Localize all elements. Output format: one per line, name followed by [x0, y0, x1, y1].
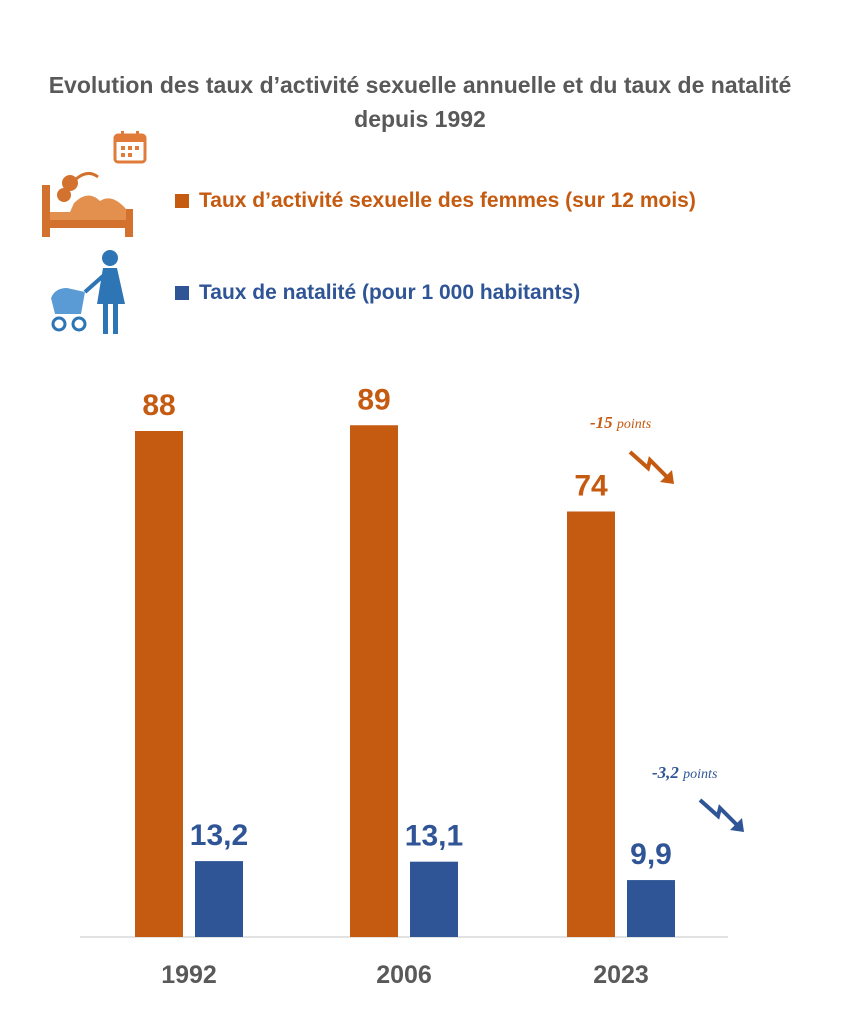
bar-sexual-activity-1992: [135, 431, 183, 937]
data-label-sexual-activity-2006: 89: [357, 383, 390, 416]
annotation-value: -15: [590, 413, 617, 432]
annotation-suffix: points: [616, 417, 652, 432]
data-label-birth-rate-2023: 9,9: [630, 838, 672, 871]
down-trend-icon: [628, 450, 670, 480]
annotation-change-birth-rate: -3,2 points: [652, 763, 718, 782]
bar-birth-rate-1992: [195, 861, 243, 937]
legend-label-sexual-activity: Taux d’activité sexuelle des femmes (sur…: [199, 189, 696, 212]
x-tick-label-1992: 1992: [161, 961, 217, 989]
chart-title: Evolution des taux d’activité sexuelle a…: [48, 72, 792, 132]
annotation-value: -3,2: [652, 763, 683, 782]
x-tick-label-2023: 2023: [593, 961, 649, 989]
bed-couple-icon: [42, 172, 133, 237]
data-label-sexual-activity-2023: 74: [574, 470, 608, 503]
x-tick-label-2006: 2006: [376, 961, 432, 989]
bar-birth-rate-2023: [627, 880, 675, 937]
legend-item-birth-rate: Taux de natalité (pour 1 000 habitants): [175, 281, 580, 305]
bar-sexual-activity-2023: [567, 511, 615, 937]
mother-stroller-icon: [51, 250, 125, 334]
down-trend-arrowhead-icon: [730, 818, 744, 832]
calendar-icon: [113, 131, 147, 164]
down-trend-arrowhead-icon: [660, 470, 674, 484]
data-label-birth-rate-2006: 13,1: [405, 820, 463, 853]
legend-swatch-orange: [175, 194, 189, 208]
down-trend-icon: [698, 798, 740, 828]
legend-item-sexual-activity: Taux d’activité sexuelle des femmes (sur…: [175, 189, 696, 213]
data-label-birth-rate-1992: 13,2: [190, 819, 248, 852]
data-label-sexual-activity-1992: 88: [142, 389, 175, 422]
annotation-change-sexual-activity: -15 points: [590, 413, 652, 432]
annotation-suffix: points: [682, 767, 718, 782]
bar-birth-rate-2006: [410, 861, 458, 937]
legend-label-birth-rate: Taux de natalité (pour 1 000 habitants): [199, 281, 581, 304]
legend-swatch-blue: [175, 286, 189, 300]
bar-sexual-activity-2006: [350, 425, 398, 937]
